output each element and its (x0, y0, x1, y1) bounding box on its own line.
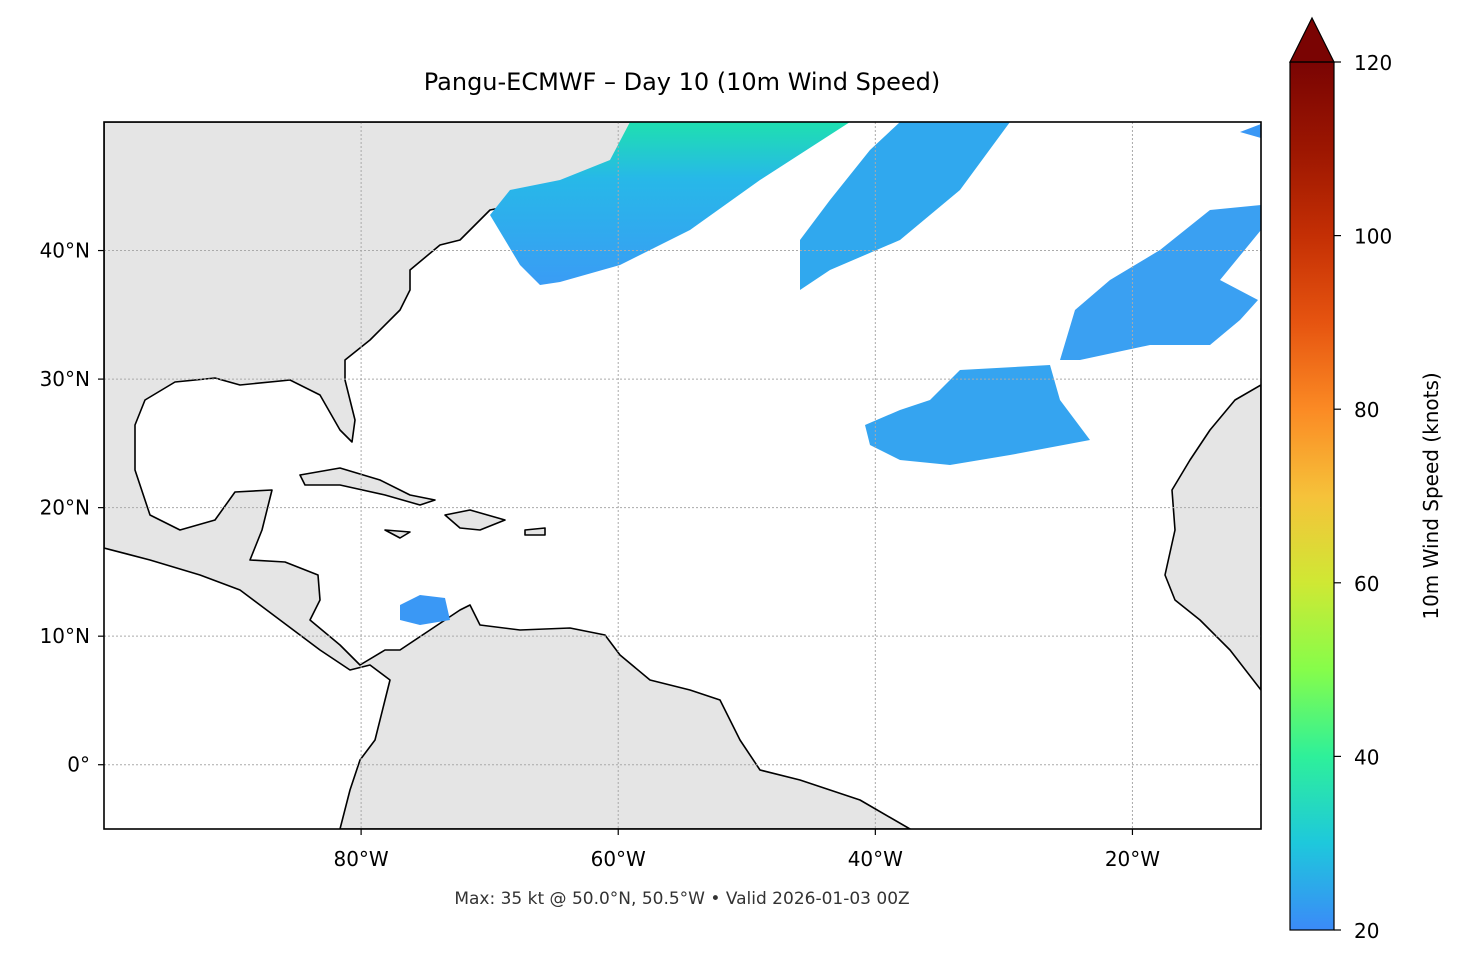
y-tick-label: 30°N (40, 367, 90, 391)
colorbar-tick-label: 40 (1354, 745, 1379, 769)
wind-region (1240, 124, 1261, 138)
axes: 80°W 60°W 40°W 20°W 0° 10°N 20°N 30°N 40°N (40, 239, 1161, 871)
y-tick-label: 20°N (40, 496, 90, 520)
colorbar-tick-label: 20 (1354, 919, 1379, 943)
footer: Max: 35 kt @ 50.0°N, 50.5°W • Valid 2026… (454, 889, 909, 909)
wind-region (865, 365, 1090, 465)
x-tick-label: 60°W (591, 847, 646, 871)
map-frame (103, 121, 1262, 830)
colorbar-label: 10m Wind Speed (knots) (1419, 372, 1443, 619)
wind-region (490, 122, 850, 285)
americas (104, 122, 911, 829)
colorbar-tick-label: 60 (1354, 572, 1379, 596)
x-tick-label: 20°W (1105, 847, 1160, 871)
wind-region (1060, 205, 1261, 360)
colorbar-tick-label: 80 (1354, 398, 1379, 422)
colorbar-extend (1289, 16, 1335, 63)
wind-region (400, 595, 450, 625)
y-tick-label: 40°N (40, 239, 90, 263)
map-area (104, 122, 1261, 829)
colorbar (1290, 62, 1334, 930)
colorbar-tick-label: 120 (1354, 51, 1392, 75)
title: Pangu-ECMWF – Day 10 (10m Wind Speed) (424, 68, 940, 96)
y-tick-label: 0° (67, 753, 90, 777)
x-tick-label: 80°W (333, 847, 388, 871)
cuba (299, 467, 436, 506)
colorbar-tick-label: 100 (1354, 225, 1392, 249)
jamaica (384, 529, 411, 539)
colorbar-frame (1289, 61, 1335, 931)
africa (1164, 384, 1261, 691)
hispaniola (444, 509, 506, 531)
y-tick-label: 10°N (40, 624, 90, 648)
wind-region (800, 122, 1010, 290)
x-tick-label: 40°W (848, 847, 903, 871)
puerto-rico (524, 527, 546, 536)
grid (104, 122, 1261, 829)
